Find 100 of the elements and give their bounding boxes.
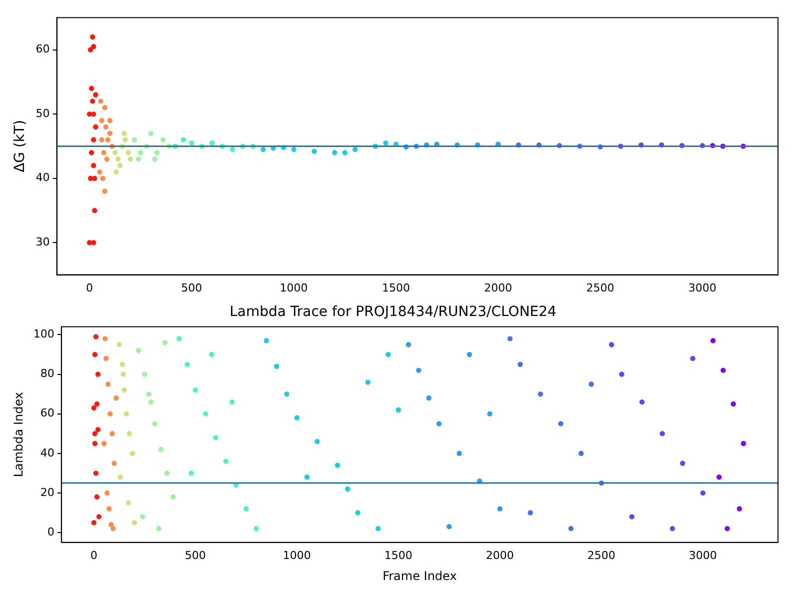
point xyxy=(102,105,108,110)
point xyxy=(101,150,106,156)
y-axis-title: Lambda Index xyxy=(11,392,26,478)
point xyxy=(102,188,108,194)
point xyxy=(162,340,168,346)
x-tick-label: 2000 xyxy=(486,548,514,562)
y-tick-label: 50 xyxy=(36,106,50,120)
point xyxy=(112,150,118,156)
point xyxy=(93,124,98,130)
point xyxy=(188,470,194,476)
point xyxy=(130,450,136,456)
point xyxy=(95,427,101,432)
point xyxy=(105,137,110,142)
x-tick-label: 1000 xyxy=(280,281,308,294)
point xyxy=(120,372,126,377)
point xyxy=(345,486,350,492)
point xyxy=(406,342,412,348)
point xyxy=(126,500,131,506)
point xyxy=(90,34,96,40)
y-axis-title: ΔG (kT) xyxy=(12,120,28,172)
point xyxy=(101,440,107,446)
point xyxy=(148,399,154,405)
x-tick-label: 1500 xyxy=(384,548,412,562)
point xyxy=(116,342,122,348)
point xyxy=(88,47,94,52)
point xyxy=(110,431,115,436)
point xyxy=(113,169,119,175)
point xyxy=(260,146,266,152)
x-tick-label: 500 xyxy=(184,548,206,562)
point xyxy=(639,399,645,405)
y-tick-label: 30 xyxy=(36,236,50,249)
x-axis-title: Frame Index xyxy=(382,568,457,583)
point xyxy=(108,522,114,528)
point xyxy=(254,526,259,532)
point xyxy=(140,514,146,520)
point xyxy=(99,118,104,124)
point xyxy=(88,86,94,91)
point xyxy=(132,520,138,526)
point xyxy=(90,98,96,104)
point xyxy=(497,506,502,512)
point xyxy=(230,146,236,152)
point xyxy=(426,395,432,401)
point xyxy=(142,372,148,377)
point xyxy=(334,462,340,468)
point xyxy=(95,372,101,377)
point xyxy=(518,362,523,367)
point xyxy=(690,356,696,362)
point xyxy=(114,395,119,401)
point xyxy=(619,372,624,377)
point xyxy=(730,401,736,407)
point xyxy=(209,352,214,358)
point xyxy=(396,407,401,412)
point xyxy=(608,342,614,348)
point xyxy=(487,411,492,416)
point xyxy=(132,137,138,142)
point xyxy=(507,336,513,342)
point xyxy=(244,506,249,512)
y-tick-label: 0 xyxy=(47,525,54,538)
point xyxy=(93,334,99,340)
point xyxy=(528,510,533,516)
point xyxy=(146,391,152,397)
point xyxy=(104,490,110,496)
point xyxy=(91,520,96,526)
point xyxy=(304,474,310,480)
x-tick-label: 3000 xyxy=(688,281,716,294)
point xyxy=(92,440,98,446)
point xyxy=(90,137,96,142)
point xyxy=(352,146,358,152)
point xyxy=(106,506,112,512)
point xyxy=(588,382,594,387)
point xyxy=(386,352,391,358)
point xyxy=(291,146,296,152)
point xyxy=(103,356,109,362)
point xyxy=(213,434,218,440)
point xyxy=(112,460,117,466)
point xyxy=(312,148,317,154)
point xyxy=(105,382,111,387)
x-tick-label: 1000 xyxy=(282,548,311,562)
point xyxy=(314,438,320,444)
point xyxy=(108,411,113,416)
point xyxy=(170,494,176,500)
point xyxy=(375,526,381,532)
x-tick-label: 2000 xyxy=(484,281,512,294)
point xyxy=(126,431,132,436)
point xyxy=(93,470,99,476)
point xyxy=(383,140,388,146)
point xyxy=(91,405,96,410)
point xyxy=(670,526,676,532)
point xyxy=(110,526,116,532)
point xyxy=(558,421,564,426)
point xyxy=(223,458,228,464)
point xyxy=(100,176,106,181)
point xyxy=(128,156,133,162)
point xyxy=(294,415,300,420)
point xyxy=(102,336,108,342)
point xyxy=(124,411,129,416)
x-tick-label: 0 xyxy=(86,281,93,294)
point xyxy=(138,150,144,156)
point xyxy=(152,421,158,426)
point xyxy=(456,450,462,456)
